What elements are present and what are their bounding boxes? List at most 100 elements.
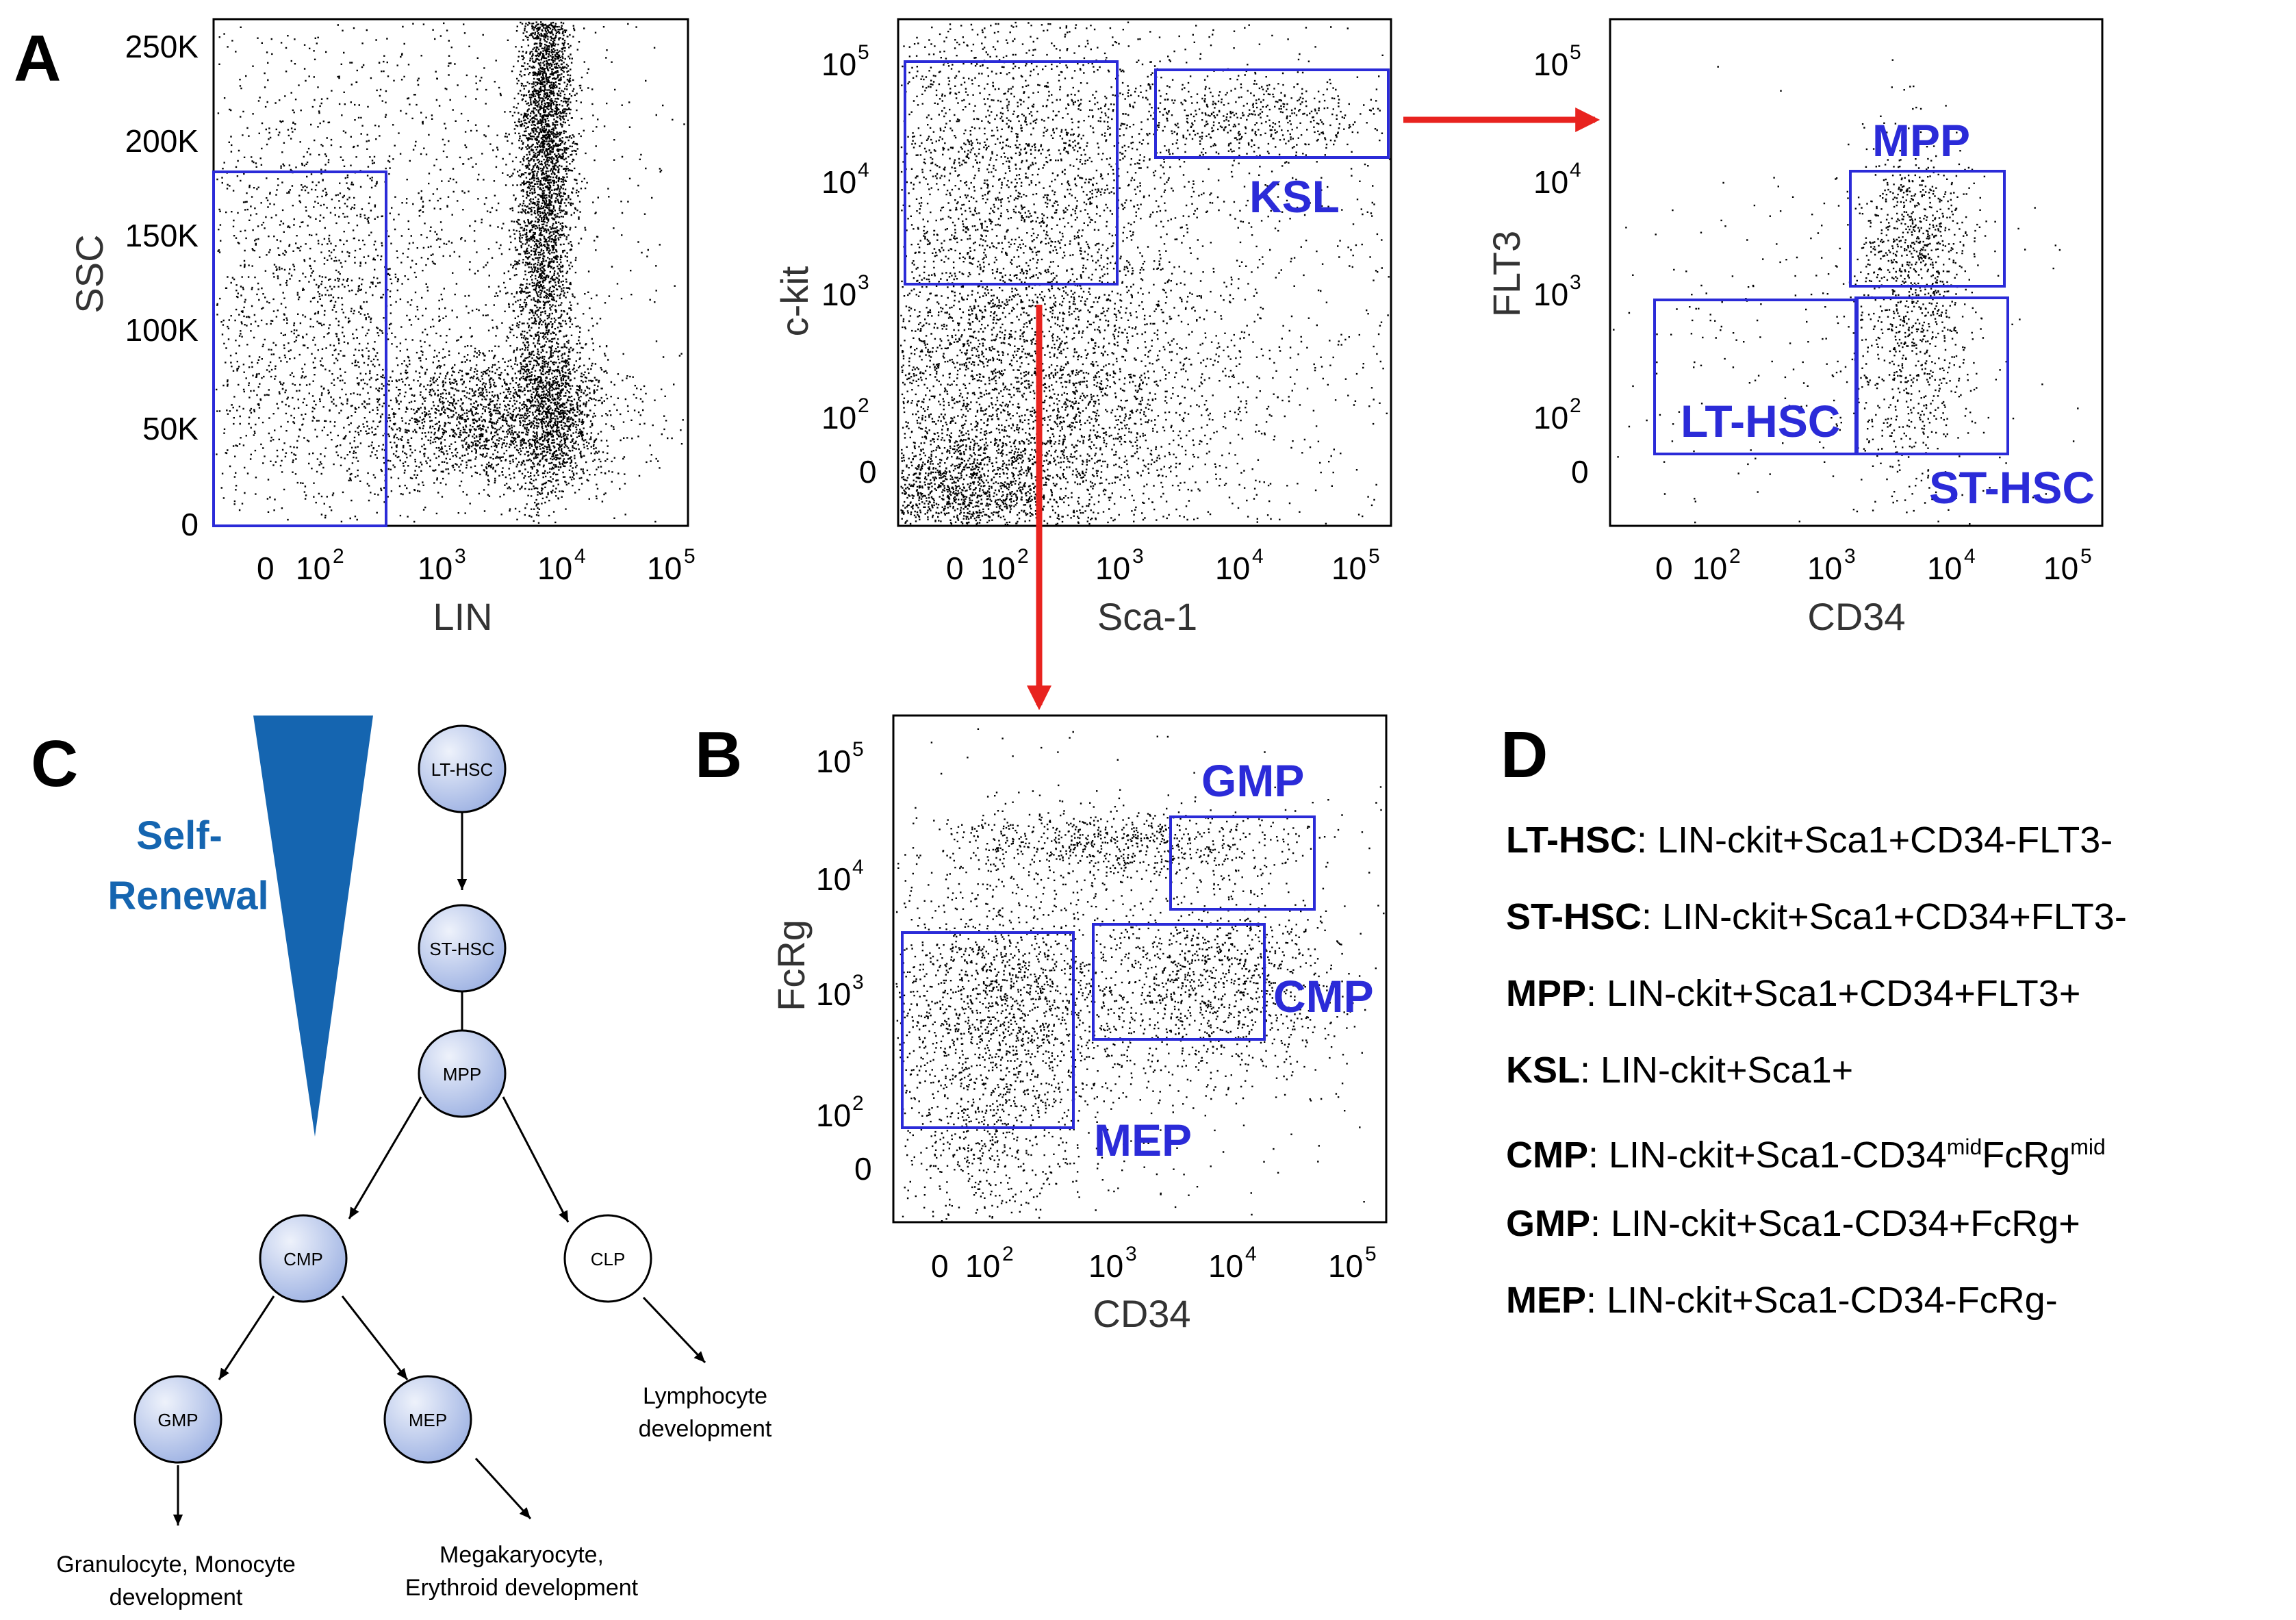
svg-text:10: 10: [816, 861, 851, 897]
gate-mpp: [1849, 170, 2006, 288]
plot-frame: [212, 18, 689, 527]
definition-sup: mid: [2070, 1135, 2106, 1159]
svg-text:10: 10: [1533, 47, 1568, 82]
x-tick-labels: 0 10 2 10 3 10 4 10 5: [931, 1243, 1377, 1284]
x-tick-log: 10 5: [1328, 1243, 1377, 1284]
edge-mpp-cmp: [348, 1096, 422, 1219]
x-tick-labels: 0 10 2 10 3 10 4 10 5: [1655, 545, 2092, 586]
svg-text:3: 3: [858, 271, 869, 294]
y-tick: 0: [1571, 454, 1589, 490]
plot-lin-vs-ssc: 250K 200K 150K 100K 50K 0 0 10 2 10 3 10 4 …: [68, 18, 696, 638]
gate-label-st-hsc: ST-HSC: [1929, 462, 2095, 513]
gate-st-hsc: [1854, 296, 2009, 455]
gate-ksl: [1154, 68, 1390, 159]
event-dots: [216, 21, 685, 524]
gate-label-mpp: MPP: [1872, 115, 1970, 166]
scatter-dots: [216, 21, 685, 524]
x-tick-log: 10 3: [1088, 1243, 1137, 1284]
svg-text:10: 10: [296, 550, 331, 586]
edge-cmp-mep: [341, 1295, 409, 1380]
x-tick-log: 10 2: [965, 1243, 1014, 1284]
y-tick-log: 10 2: [1533, 394, 1581, 435]
svg-text:10: 10: [2043, 550, 2078, 586]
x-tick: 0: [257, 550, 275, 586]
y-tick-log: 10 5: [821, 41, 869, 82]
definition-term: ST-HSC: [1506, 896, 1642, 937]
x-tick-log: 10 5: [2043, 545, 2092, 586]
x-tick-log: 10 4: [1208, 1243, 1257, 1284]
svg-text:10: 10: [1533, 277, 1568, 312]
svg-text:10: 10: [816, 976, 851, 1012]
svg-text:10: 10: [1807, 550, 1842, 586]
outcome-granulo-line1: Granulocyte, Monocyte: [56, 1552, 296, 1578]
gate-label-cmp: CMP: [1273, 971, 1374, 1022]
svg-text:10: 10: [1533, 164, 1568, 200]
definition-text: : LIN-ckit+Sca1+CD34-FLT3-: [1636, 820, 2113, 861]
svg-text:10: 10: [1095, 550, 1130, 586]
definition-item: CMP: LIN-ckit+Sca1-CD34midFcRgmid: [1506, 1125, 2286, 1202]
svg-text:10: 10: [816, 744, 851, 779]
node-label: LT-HSC: [431, 759, 494, 780]
y-tick: 0: [854, 1151, 872, 1187]
x-tick-log: 10 4: [1215, 545, 1264, 586]
y-tick-log: 10 4: [821, 159, 869, 200]
y-tick-log: 10 5: [1533, 41, 1581, 82]
definition-item: MEP: LIN-ckit+Sca1-CD34-FcRg-: [1506, 1278, 2286, 1355]
svg-text:2: 2: [1017, 545, 1029, 568]
x-axis-label: CD34: [1093, 1292, 1190, 1335]
x-axis-label: Sca-1: [1097, 595, 1197, 638]
x-tick-labels: 0 10 2 10 3 10 4 10 5: [257, 545, 696, 586]
x-tick-log: 10 4: [1927, 545, 1976, 586]
outcome-lymph-line2: development: [639, 1416, 772, 1442]
svg-text:4: 4: [1570, 159, 1581, 181]
definition-text-2: FcRg: [1982, 1135, 2071, 1176]
x-tick: 0: [1655, 550, 1673, 586]
gate-gmp: [1169, 815, 1316, 911]
gate-lin-ckit: [904, 60, 1119, 286]
svg-text:5: 5: [1368, 545, 1380, 568]
self-renewal-triangle: [253, 716, 373, 1137]
edge-mep-mega: [474, 1457, 532, 1520]
node-mpp: MPP: [418, 1029, 507, 1118]
outcome-mega-line1: Megakaryocyte,: [439, 1542, 604, 1568]
x-tick-log: 10 5: [647, 545, 696, 586]
svg-text:3: 3: [1132, 545, 1144, 568]
node-label: CMP: [283, 1249, 323, 1269]
x-tick-log: 10 2: [1692, 545, 1741, 586]
node-label: MEP: [409, 1410, 447, 1430]
gate-lin-negative: [212, 170, 387, 527]
y-tick-labels: 10 5 10 4 10 3 10 2 0: [816, 738, 872, 1187]
gate-label-ksl: KSL: [1249, 171, 1340, 222]
svg-text:10: 10: [418, 550, 452, 586]
edge-clp-lymph: [642, 1296, 706, 1364]
x-tick-log: 10 5: [1331, 545, 1380, 586]
definition-item: KSL: LIN-ckit+Sca1+: [1506, 1048, 2286, 1125]
node-label: ST-HSC: [429, 939, 494, 959]
plot-frame: [892, 714, 1388, 1224]
y-tick-log: 10 3: [821, 271, 869, 312]
edge-cmp-gmp: [218, 1295, 275, 1380]
svg-text:10: 10: [965, 1248, 1000, 1284]
svg-text:5: 5: [852, 738, 864, 761]
node-label: MPP: [443, 1064, 481, 1085]
y-tick: 100K: [125, 312, 199, 348]
definition-term: MEP: [1506, 1280, 1587, 1321]
svg-text:2: 2: [858, 394, 869, 417]
svg-text:4: 4: [1245, 1243, 1257, 1265]
svg-text:5: 5: [1570, 41, 1581, 64]
y-tick: 0: [181, 507, 199, 542]
svg-text:5: 5: [858, 41, 869, 64]
svg-text:5: 5: [684, 545, 696, 568]
gate-mep: [901, 931, 1075, 1129]
svg-text:4: 4: [852, 856, 864, 878]
definition-term: KSL: [1506, 1050, 1580, 1091]
svg-text:2: 2: [1002, 1243, 1014, 1265]
svg-text:10: 10: [1088, 1248, 1123, 1284]
svg-text:4: 4: [574, 545, 586, 568]
definition-sup: mid: [1946, 1135, 1982, 1159]
y-tick-log: 10 2: [821, 394, 869, 435]
edge-mpp-clp: [502, 1096, 570, 1223]
y-tick-log: 10 3: [1533, 271, 1581, 312]
y-tick: 150K: [125, 218, 199, 253]
node-clp: CLP: [563, 1214, 652, 1303]
